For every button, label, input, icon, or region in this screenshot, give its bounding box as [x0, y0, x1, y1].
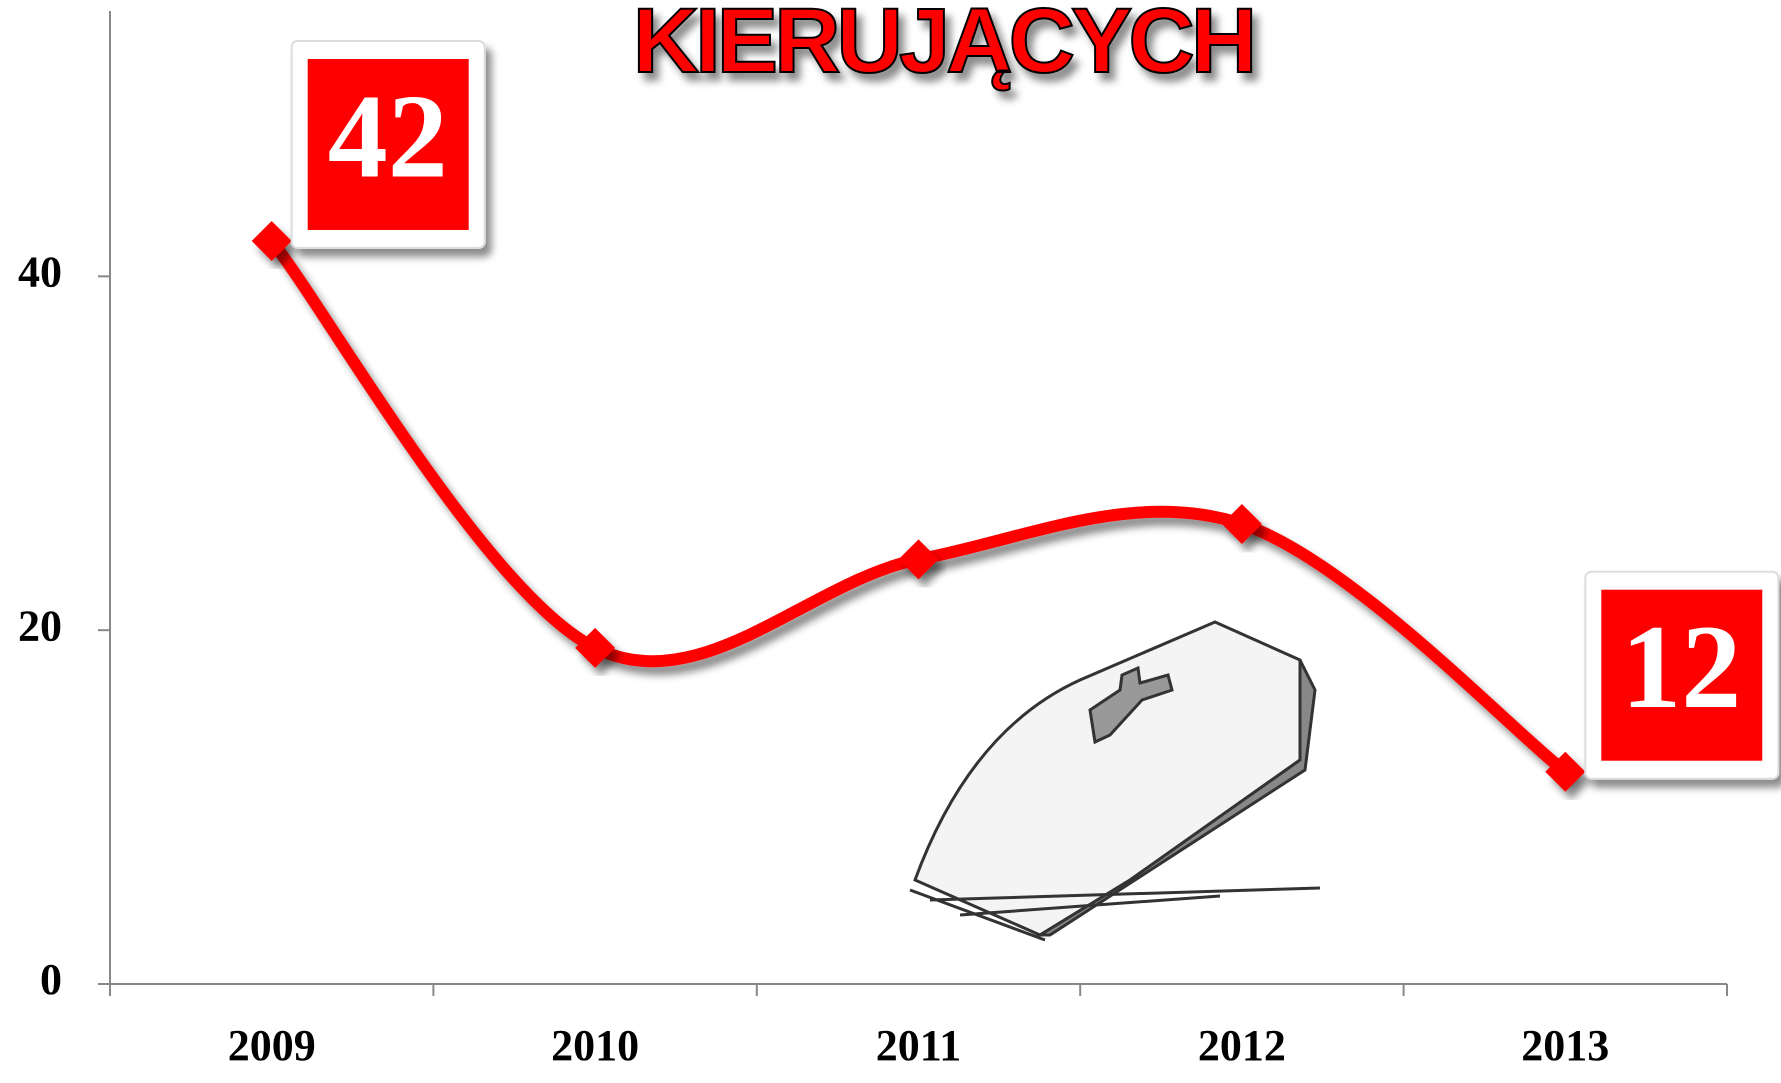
y-tick-label: 20 — [18, 601, 62, 650]
label-background — [1601, 589, 1763, 761]
label-background — [307, 58, 469, 230]
chart-title: KIERUJĄCYCH — [633, 0, 1254, 92]
line — [265, 234, 1572, 778]
x-tick-label: 2010 — [551, 1021, 639, 1070]
marker — [575, 627, 616, 668]
value-label: 42 — [328, 70, 448, 203]
x-tick-label: 2012 — [1198, 1021, 1286, 1070]
value-label-box — [290, 39, 486, 249]
x-tick-label: 2011 — [876, 1021, 962, 1070]
marker — [898, 539, 939, 580]
marker — [251, 220, 292, 261]
x-tick-label: 2013 — [1521, 1021, 1609, 1070]
y-tick-label: 0 — [40, 955, 62, 1004]
coffin-illustration — [909, 620, 1321, 942]
y-tick-label: 40 — [18, 247, 62, 296]
marker — [1545, 751, 1586, 792]
value-label: 12 — [1621, 600, 1741, 733]
x-tick-label: 2009 — [228, 1021, 316, 1070]
value-label-box — [1584, 570, 1780, 780]
marker — [1221, 504, 1262, 545]
